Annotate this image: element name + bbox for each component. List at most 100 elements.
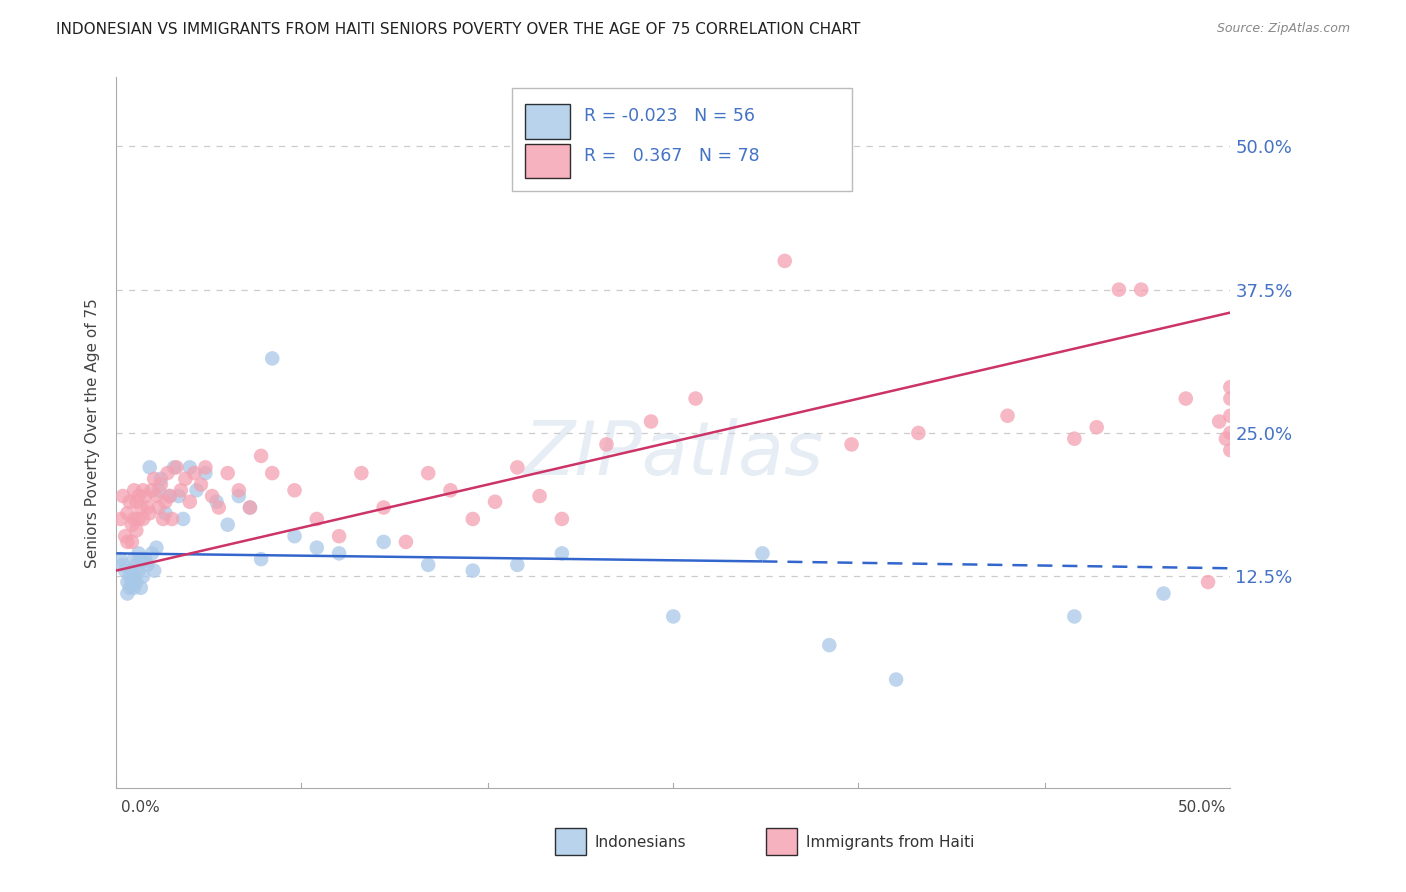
Text: Source: ZipAtlas.com: Source: ZipAtlas.com	[1216, 22, 1350, 36]
Point	[228, 483, 250, 498]
Point	[125, 558, 148, 572]
Point	[172, 512, 194, 526]
Point	[190, 477, 212, 491]
Point	[418, 466, 440, 480]
Point	[155, 506, 177, 520]
Point	[110, 512, 132, 526]
Point	[149, 472, 172, 486]
Point	[160, 512, 183, 526]
Text: Indonesians: Indonesians	[595, 835, 686, 850]
Point	[640, 415, 662, 429]
Point	[174, 472, 197, 486]
FancyBboxPatch shape	[524, 145, 569, 178]
Point	[118, 581, 141, 595]
Text: R = -0.023   N = 56: R = -0.023 N = 56	[583, 107, 755, 125]
Point	[217, 517, 239, 532]
Point	[506, 558, 529, 572]
Point	[121, 535, 143, 549]
Point	[461, 512, 484, 526]
Point	[506, 460, 529, 475]
Point	[128, 564, 150, 578]
Point	[122, 483, 145, 498]
Point	[1063, 609, 1085, 624]
Point	[132, 483, 155, 498]
Point	[551, 546, 574, 560]
Point	[262, 466, 284, 480]
Text: 50.0%: 50.0%	[1177, 800, 1226, 815]
Text: INDONESIAN VS IMMIGRANTS FROM HAITI SENIORS POVERTY OVER THE AGE OF 75 CORRELATI: INDONESIAN VS IMMIGRANTS FROM HAITI SENI…	[56, 22, 860, 37]
Text: R =   0.367   N = 78: R = 0.367 N = 78	[583, 147, 759, 165]
Point	[117, 506, 139, 520]
Point	[143, 472, 166, 486]
Point	[128, 512, 150, 526]
Point	[283, 529, 305, 543]
Point	[239, 500, 262, 515]
Point	[484, 495, 506, 509]
Point	[1219, 380, 1241, 394]
Point	[551, 512, 574, 526]
Point	[132, 512, 155, 526]
Point	[773, 254, 796, 268]
Point	[1219, 443, 1241, 458]
Point	[1085, 420, 1108, 434]
Point	[728, 174, 751, 188]
Point	[1208, 415, 1230, 429]
Text: Immigrants from Haiti: Immigrants from Haiti	[806, 835, 974, 850]
Point	[1174, 392, 1197, 406]
Point	[128, 489, 150, 503]
Point	[305, 541, 328, 555]
Point	[201, 489, 224, 503]
Point	[118, 495, 141, 509]
Point	[136, 500, 159, 515]
Point	[907, 425, 929, 440]
Point	[148, 483, 170, 498]
Point	[395, 535, 418, 549]
Point	[1215, 432, 1237, 446]
Point	[662, 609, 685, 624]
Point	[217, 466, 239, 480]
Point	[595, 437, 617, 451]
Point	[439, 483, 461, 498]
Point	[149, 477, 172, 491]
Point	[841, 437, 863, 451]
Point	[186, 483, 208, 498]
Point	[165, 460, 187, 475]
Point	[159, 489, 181, 503]
Point	[125, 495, 148, 509]
Point	[111, 489, 134, 503]
Point	[328, 546, 350, 560]
Point	[132, 554, 155, 568]
Point	[163, 460, 186, 475]
Point	[111, 558, 134, 572]
Point	[1063, 432, 1085, 446]
Point	[328, 529, 350, 543]
Point	[114, 564, 136, 578]
Point	[1219, 409, 1241, 423]
Point	[179, 495, 201, 509]
Point	[122, 512, 145, 526]
Point	[152, 512, 174, 526]
Point	[1219, 425, 1241, 440]
Point	[122, 552, 145, 566]
Point	[145, 541, 167, 555]
Point	[138, 460, 160, 475]
Point	[117, 586, 139, 600]
FancyBboxPatch shape	[512, 88, 852, 191]
Point	[208, 500, 231, 515]
Point	[373, 535, 395, 549]
Point	[1219, 392, 1241, 406]
Point	[167, 489, 190, 503]
Point	[114, 529, 136, 543]
Point	[110, 552, 132, 566]
Point	[125, 524, 148, 538]
Point	[1153, 586, 1175, 600]
Point	[685, 392, 707, 406]
Point	[1197, 575, 1219, 590]
Point	[148, 500, 170, 515]
Text: ZIPatlas: ZIPatlas	[523, 418, 824, 491]
Point	[170, 483, 193, 498]
Point	[134, 552, 156, 566]
Point	[145, 489, 167, 503]
Point	[418, 558, 440, 572]
Point	[997, 409, 1019, 423]
